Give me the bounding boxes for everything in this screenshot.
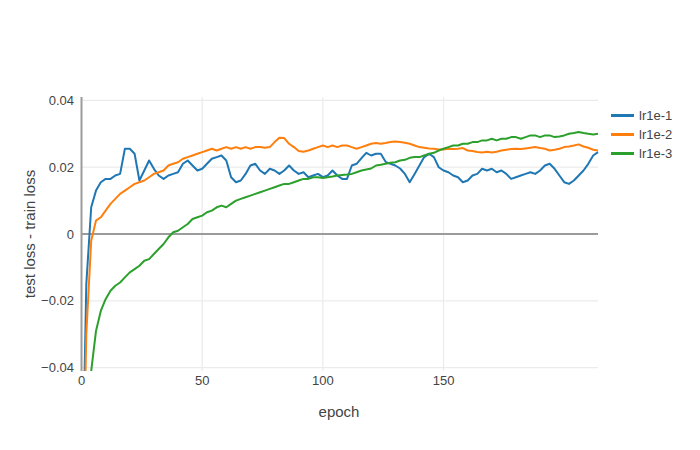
- legend-label: lr1e-2: [639, 125, 672, 144]
- legend-line-swatch: [611, 133, 634, 136]
- x-tick-label: 50: [195, 373, 209, 388]
- y-axis-title: test loss - train loss: [21, 170, 38, 298]
- legend-item-lr1e-1[interactable]: lr1e-1: [611, 106, 672, 125]
- plot-area: 0.04 0.02 0 −0.02 −0.04 0 50 100 150: [0, 0, 700, 450]
- y-tick-label: −0.02: [41, 293, 74, 308]
- legend-item-lr1e-3[interactable]: lr1e-3: [611, 144, 672, 163]
- legend-line-swatch: [611, 114, 634, 117]
- x-tick-label: 150: [433, 373, 455, 388]
- y-tick-label: 0.02: [49, 160, 74, 175]
- y-tick-label: 0.04: [49, 93, 74, 108]
- x-tick-label: 100: [312, 373, 334, 388]
- y-tick-label: −0.04: [41, 360, 74, 375]
- legend-label: lr1e-1: [639, 106, 672, 125]
- legend: lr1e-1lr1e-2lr1e-3: [611, 106, 672, 163]
- y-tick-label: 0: [67, 227, 74, 242]
- x-tick-label: 0: [78, 373, 85, 388]
- chart-container: 0.04 0.02 0 −0.02 −0.04 0 50 100 150 test loss -…: [0, 0, 700, 450]
- legend-label: lr1e-3: [639, 144, 672, 163]
- legend-item-lr1e-2[interactable]: lr1e-2: [611, 125, 672, 144]
- legend-line-swatch: [611, 152, 634, 155]
- x-axis-title: epoch: [319, 403, 360, 420]
